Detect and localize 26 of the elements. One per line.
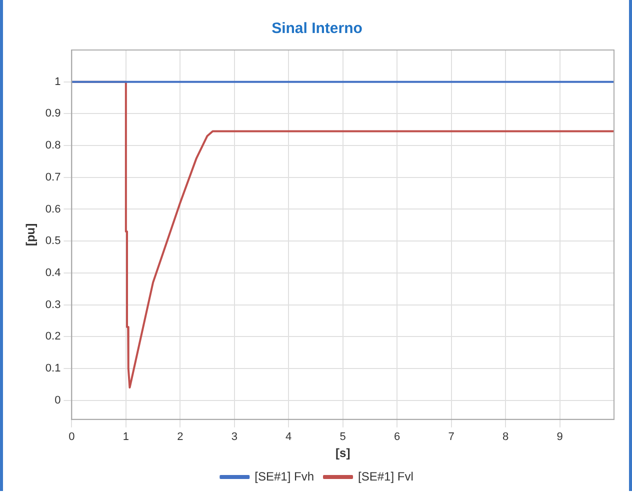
y-tick-label: 0.8 xyxy=(45,140,61,152)
legend-label: [SE#1] Fvh xyxy=(254,469,314,484)
y-tick-label: 0.5 xyxy=(45,235,61,248)
y-tick-label: 0.1 xyxy=(45,362,61,374)
y-tick-label: 0.4 xyxy=(45,266,61,279)
y-tick-label: 0.3 xyxy=(45,298,61,311)
x-tick-label: 4 xyxy=(286,431,292,444)
x-tick-label: 3 xyxy=(231,431,238,444)
x-tick-label: 5 xyxy=(340,431,346,444)
legend-label: [SE#1] Fvl xyxy=(358,469,414,484)
x-tick-label: 1 xyxy=(122,431,129,444)
y-tick-label: 0.7 xyxy=(45,171,61,184)
x-tick-label: 0 xyxy=(68,431,75,444)
x-axis-title: [s] xyxy=(336,446,350,460)
y-tick-label: 0.6 xyxy=(45,203,61,216)
chart-title: Sinal Interno xyxy=(272,20,362,38)
x-tick-label: 6 xyxy=(394,431,400,444)
y-tick-label: 1 xyxy=(54,76,61,88)
x-tick-label: 7 xyxy=(448,431,454,444)
y-axis-title: [pu] xyxy=(24,223,38,246)
x-tick-label: 9 xyxy=(556,431,563,444)
y-tick-label: 0 xyxy=(54,394,61,406)
y-tick-label: 0.2 xyxy=(45,330,61,343)
x-tick-label: 8 xyxy=(502,431,509,444)
y-tick-label: 0.9 xyxy=(45,108,61,120)
x-tick-label: 2 xyxy=(177,431,184,444)
